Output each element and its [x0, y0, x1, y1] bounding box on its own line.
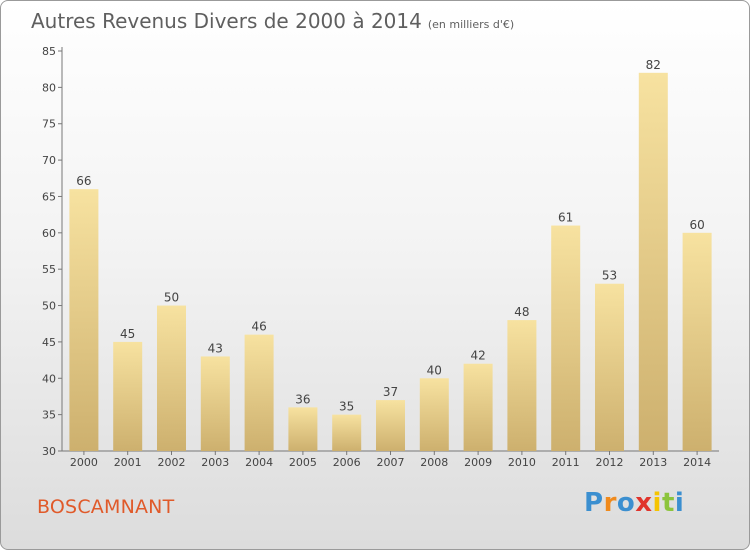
bar	[463, 363, 493, 451]
place-name: BOSCAMNANT	[37, 496, 175, 518]
bar-value-label: 35	[339, 400, 354, 414]
y-tick-label: 35	[42, 409, 56, 422]
bar-value-label: 53	[602, 269, 617, 283]
logo-letter: r	[603, 488, 617, 518]
x-tick-label: 2006	[333, 456, 361, 469]
x-tick-label: 2008	[420, 456, 448, 469]
x-tick-label: 2013	[639, 456, 667, 469]
x-tick-label: 2014	[683, 456, 711, 469]
bar-value-label: 82	[646, 58, 661, 72]
x-tick-label: 2002	[158, 456, 186, 469]
bar-value-label: 45	[120, 327, 135, 341]
bar	[638, 72, 668, 452]
y-tick-label: 65	[42, 190, 56, 203]
title-row: Autres Revenus Divers de 2000 à 2014 (en …	[31, 9, 514, 33]
x-tick-label: 2005	[289, 456, 317, 469]
proxiti-logo[interactable]: Proxiti	[584, 488, 684, 518]
bar-value-label: 43	[208, 341, 223, 355]
logo-letter: x	[635, 488, 653, 518]
x-tick-label: 2012	[596, 456, 624, 469]
logo-letter: i	[652, 488, 662, 518]
chart-subtitle: (en milliers d'€)	[427, 18, 515, 31]
bar	[157, 305, 186, 451]
bar-value-label: 50	[164, 291, 179, 305]
bar-value-label: 40	[427, 363, 442, 377]
bar	[376, 400, 405, 451]
y-tick-label: 50	[42, 300, 56, 313]
bar-value-label: 42	[470, 349, 485, 363]
bar	[288, 407, 318, 451]
chart-title: Autres Revenus Divers de 2000 à 2014	[31, 9, 422, 33]
y-tick-label: 60	[42, 227, 56, 240]
bar	[507, 320, 537, 451]
x-tick-label: 2004	[245, 456, 273, 469]
x-tick-label: 2001	[114, 456, 142, 469]
bar-value-label: 61	[558, 211, 573, 225]
y-tick-label: 85	[42, 45, 56, 58]
bar	[113, 341, 143, 451]
bar-value-label: 46	[251, 320, 266, 334]
logo-letter: o	[616, 488, 636, 518]
bar-value-label: 66	[76, 174, 91, 188]
y-tick-label: 30	[42, 445, 56, 458]
y-tick-label: 70	[42, 154, 56, 167]
x-tick-label: 2000	[70, 456, 98, 469]
bar	[419, 378, 449, 451]
bar	[682, 232, 712, 451]
bar	[200, 356, 230, 451]
logo-letter: P	[584, 488, 604, 518]
y-tick-label: 80	[42, 81, 56, 94]
logo-letter: i	[674, 488, 685, 518]
bar	[595, 283, 624, 451]
y-tick-label: 75	[42, 118, 56, 131]
x-tick-label: 2007	[377, 456, 405, 469]
bar	[551, 225, 581, 451]
x-tick-label: 2003	[201, 456, 229, 469]
bar-value-label: 60	[689, 218, 704, 232]
y-tick-label: 45	[42, 336, 56, 349]
x-tick-label: 2011	[552, 456, 580, 469]
bar	[244, 334, 274, 451]
bar	[332, 414, 362, 451]
x-tick-label: 2010	[508, 456, 536, 469]
bar-value-label: 37	[383, 385, 398, 399]
x-tick-label: 2009	[464, 456, 492, 469]
bar-value-label: 36	[295, 392, 310, 406]
y-tick-label: 40	[42, 372, 56, 385]
y-tick-label: 55	[42, 263, 56, 276]
bar	[69, 189, 99, 451]
logo-letter: t	[661, 488, 675, 518]
bar-value-label: 48	[514, 305, 529, 319]
